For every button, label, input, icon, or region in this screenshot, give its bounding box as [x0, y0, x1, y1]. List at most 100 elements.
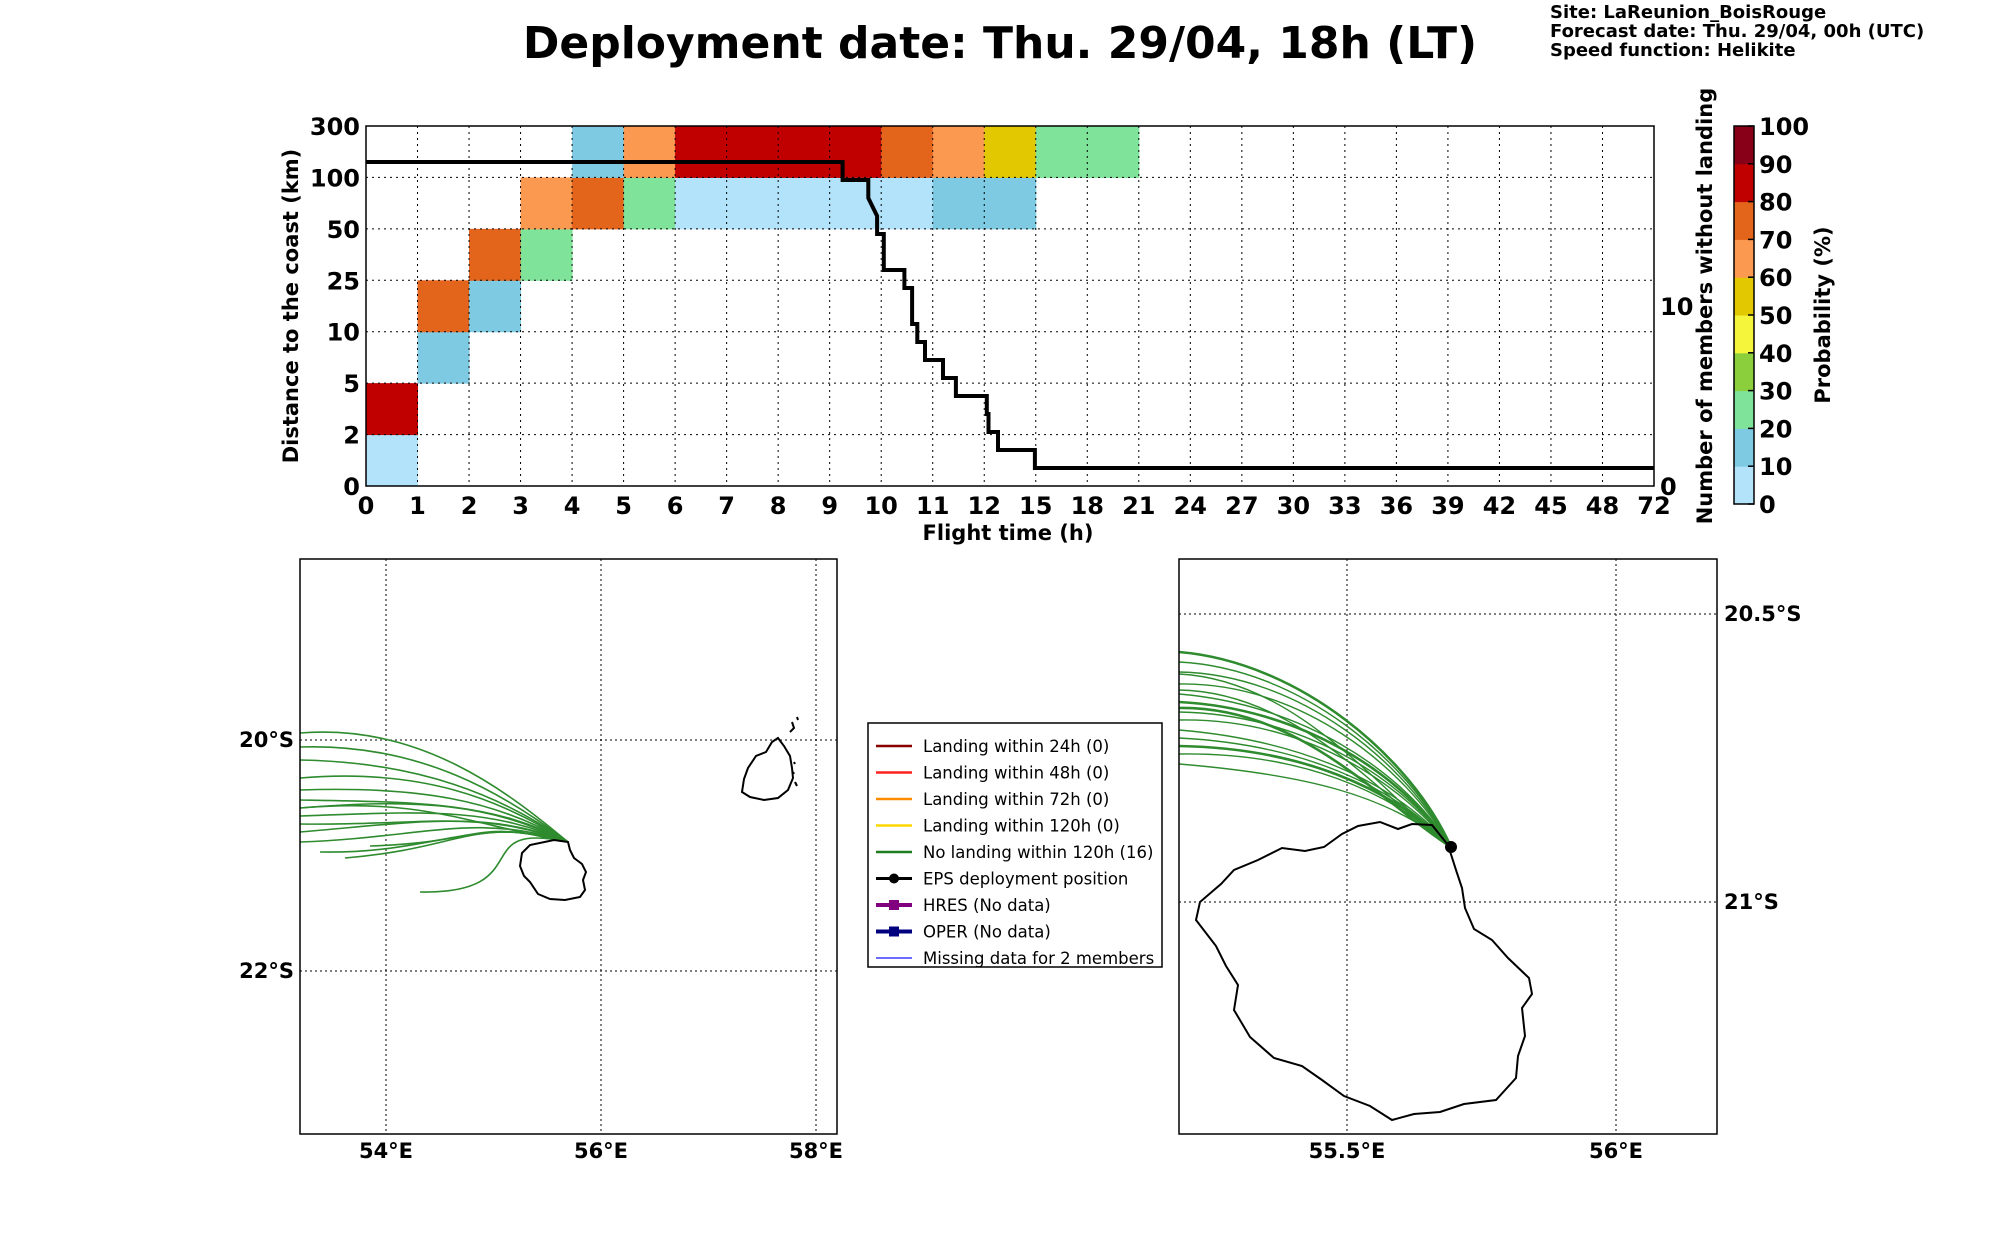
trajectory-line: [1179, 729, 1452, 848]
legend-label: Missing data for 2 members: [923, 949, 1154, 968]
heatmap-cell: [932, 126, 985, 178]
y-tick-label: 10: [327, 319, 360, 347]
x-tick-label: 11: [916, 492, 949, 520]
y2-tick-labels: 0 10: [1660, 293, 1693, 501]
trajectory-line: [1179, 683, 1452, 848]
colorbar-tick-label: 50: [1759, 302, 1792, 330]
legend-items: Landing within 24h (0) Landing within 48h…: [876, 737, 1154, 968]
colorbar-tick-label: 30: [1759, 378, 1792, 406]
trajectory-line: [300, 759, 569, 843]
x-tick-label: 21: [1122, 492, 1155, 520]
legend-entry: Landing within 48h (0): [876, 764, 1109, 783]
trajectory-line: [300, 746, 569, 843]
trajectory-line: [300, 804, 569, 843]
colorbar-tick-label: 60: [1759, 264, 1792, 292]
x-tick-label: 48: [1586, 492, 1619, 520]
zoom-map: 55.5°E 56°E 20.5°S 21°S: [1178, 558, 1801, 1163]
x-tick-label: 6: [667, 492, 684, 520]
trajectory-line: [1179, 711, 1452, 848]
site-label: Site: LaReunion_BoisRouge: [1550, 2, 1827, 23]
colorbar-swatch: [1734, 466, 1754, 505]
trajectory-line: [300, 826, 569, 843]
x-tick-label: 39: [1431, 492, 1464, 520]
legend-entry: Landing within 120h (0): [876, 817, 1120, 836]
heatmap-cell: [778, 126, 831, 178]
x-tick-label: 36: [1380, 492, 1413, 520]
reunion-coastline-zoom: [1194, 820, 1534, 1122]
regional-map: 54°E 56°E 58°E 20°S 22°S: [239, 558, 843, 1163]
x-tick-label: 4: [564, 492, 581, 520]
colorbar-tick-label: 90: [1759, 151, 1792, 179]
x-tick-label: 1: [409, 492, 426, 520]
x-tick-label: 3: [512, 492, 529, 520]
y-tick-label: 5: [343, 370, 360, 398]
x-tick-label: 12: [968, 492, 1001, 520]
heatmap-cell: [417, 331, 470, 384]
x-tick-label: 15: [1019, 492, 1052, 520]
trajectory-line: [1179, 650, 1453, 848]
y-tick-label: 25: [327, 267, 360, 295]
heatmap-cell: [726, 126, 779, 178]
x-tick-label: 45: [1534, 492, 1567, 520]
heatmap-cell: [366, 434, 419, 487]
heatmap-grid: [366, 126, 1654, 486]
heatmap-cell: [520, 228, 573, 281]
trajectory-line: [300, 775, 569, 843]
map-left-x-tick: 58°E: [789, 1139, 843, 1163]
x-axis-label: Flight time (h): [923, 521, 1094, 545]
heatmap-frame: [365, 125, 1655, 487]
y-tick-label: 0: [343, 473, 360, 501]
heatmap-cell: [623, 126, 676, 178]
colorbar-tick-label: 20: [1759, 415, 1792, 443]
colorbar-swatch: [1734, 239, 1754, 278]
colorbar-tick-label: 80: [1759, 189, 1792, 217]
heatmap-cell: [520, 177, 573, 230]
legend-entry: Landing within 24h (0): [876, 737, 1109, 756]
map-left-x-tick: 56°E: [574, 1139, 628, 1163]
heatmap-cell: [572, 126, 625, 178]
y-axis-label: Distance to the coast (km): [279, 149, 303, 464]
reunion-coastline: [518, 838, 588, 902]
legend-marker: [889, 873, 899, 884]
heatmap-cell: [417, 280, 470, 333]
legend-label: Landing within 120h (0): [923, 817, 1120, 836]
legend-entry: Landing within 72h (0): [876, 790, 1109, 809]
y-tick-label: 50: [327, 216, 360, 244]
x-tick-label: 2: [461, 492, 478, 520]
colorbar-swatch: [1734, 315, 1754, 354]
legend-frame: [867, 722, 1163, 968]
colorbar-tick-labels: 0 10 20 30 40 50 60 70 80 90 100: [1748, 113, 1809, 519]
x-tick-label: 7: [718, 492, 735, 520]
heatmap-cell: [675, 126, 728, 178]
right-map-trajectories: [1179, 650, 1453, 849]
colorbar-swatch: [1734, 277, 1754, 316]
heatmap-cell: [984, 177, 1037, 230]
x-tick-label: 30: [1277, 492, 1310, 520]
heatmap-panel: 0 1 2 3 4 5 6 7 8 9 10 11 12 15 18 21 24 27 30 33 36 39 42 45 48…: [279, 88, 1717, 545]
heatmap-cell: [1087, 126, 1140, 178]
islet: [792, 771, 795, 775]
legend-entry: No landing within 120h (16): [876, 843, 1153, 862]
members-without-landing-line: [366, 160, 1654, 470]
chart-title: Deployment date: Thu. 29/04, 18h (LT): [522, 18, 1478, 69]
legend-label: EPS deployment position: [923, 870, 1128, 889]
heatmap-cell: [366, 383, 419, 436]
deployment-position-dot: [1445, 841, 1457, 853]
y2-tick-label: 0: [1660, 473, 1677, 501]
legend-entry: HRES (No data): [876, 896, 1051, 915]
legend-entry: EPS deployment position: [876, 870, 1128, 889]
map-right-frame: [1178, 558, 1718, 1135]
colorbar-tick-label: 40: [1759, 340, 1792, 368]
x-tick-label: 27: [1225, 492, 1258, 520]
map-right-y-tick: 20.5°S: [1724, 602, 1801, 626]
heatmap-cell: [469, 280, 522, 333]
trajectory-line: [1179, 661, 1452, 848]
islet: [794, 781, 798, 787]
colorbar-cells: [1734, 126, 1754, 505]
map-left-y-tick: 22°S: [239, 959, 294, 983]
map-right-x-tick: 56°E: [1589, 1139, 1643, 1163]
colorbar-label: Probability (%): [1811, 226, 1835, 403]
legend-label: HRES (No data): [923, 896, 1051, 915]
